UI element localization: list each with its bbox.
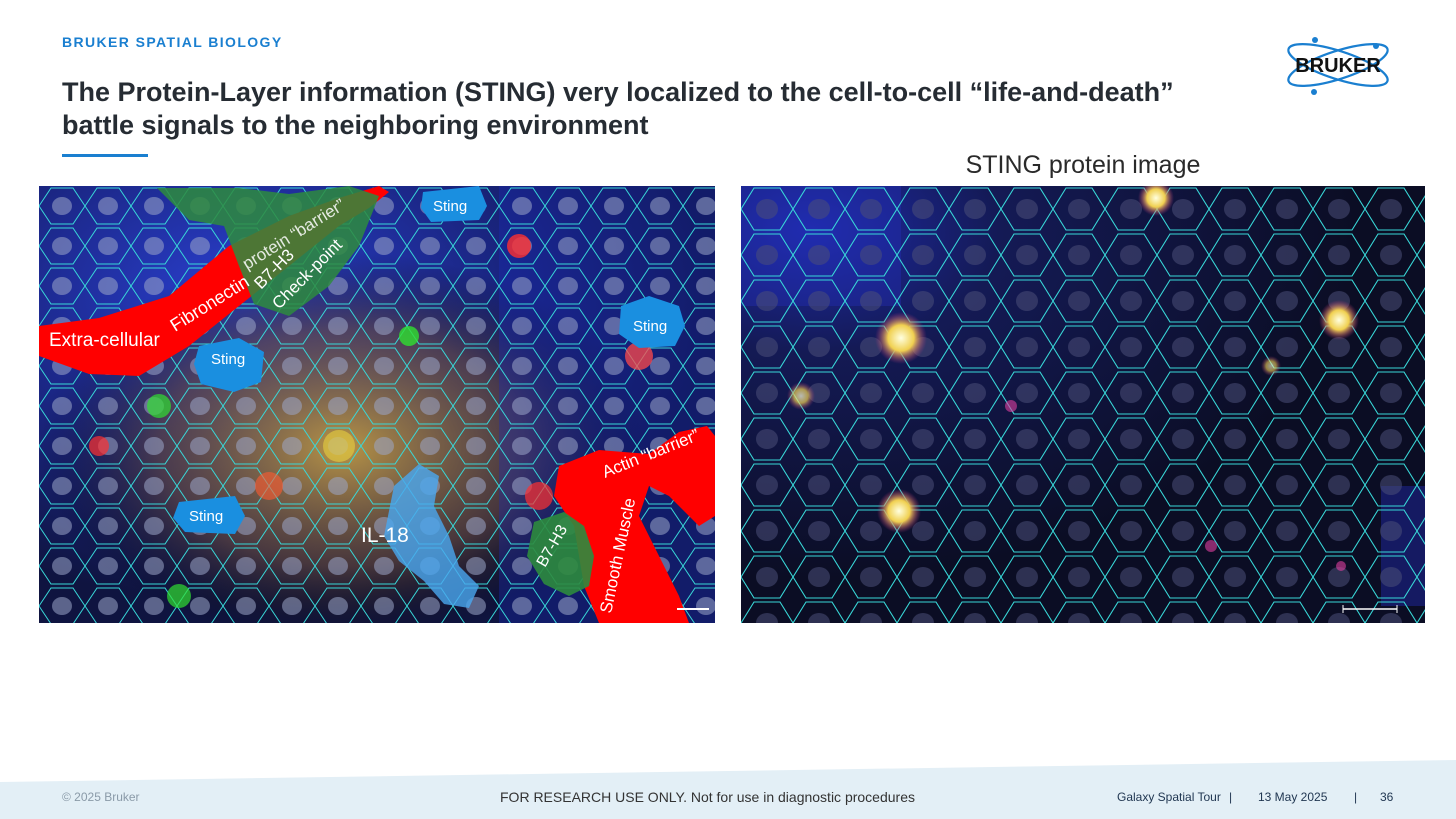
bruker-logo: BRUKER <box>1278 32 1398 98</box>
event-name: Galaxy Spatial Tour <box>1117 790 1221 804</box>
label-sting-1: Sting <box>433 198 467 215</box>
label-extra-cellular: Extra-cellular <box>49 330 161 351</box>
copyright-text: © 2025 Bruker <box>62 790 140 804</box>
footer-separator: | <box>1229 790 1233 804</box>
right-panel-caption: STING protein image <box>965 151 1201 179</box>
page-number: 36 <box>1380 790 1394 804</box>
research-disclaimer: FOR RESEARCH USE ONLY. Not for use in di… <box>500 789 915 805</box>
sting-marker-4 <box>173 496 245 534</box>
label-sting-4: Sting <box>189 508 223 525</box>
annotated-tissue-image: Extra-cellular Fibronectin protein “barr… <box>39 186 715 623</box>
brand-kicker: BRUKER SPATIAL BIOLOGY <box>62 34 283 50</box>
il18-region <box>384 464 479 608</box>
label-sting-3: Sting <box>211 351 245 368</box>
checkpoint-region <box>157 186 379 316</box>
label-sting-2: Sting <box>633 318 667 335</box>
sting-protein-image <box>741 186 1425 623</box>
footer-band <box>0 760 1456 819</box>
logo-wordmark: BRUKER <box>1295 55 1381 77</box>
slide-title: The Protein-Layer information (STING) ve… <box>62 77 1174 140</box>
sting-marker-2 <box>619 296 685 348</box>
sting-marker-1 <box>421 186 487 222</box>
event-date: 13 May 2025 <box>1258 790 1328 804</box>
smooth-muscle-region <box>554 426 715 623</box>
title-underline <box>62 154 148 157</box>
label-il18: IL-18 <box>361 524 409 547</box>
footer-separator: | <box>1354 790 1358 804</box>
sting-marker-3 <box>194 338 264 392</box>
b7h3-region <box>527 512 594 596</box>
